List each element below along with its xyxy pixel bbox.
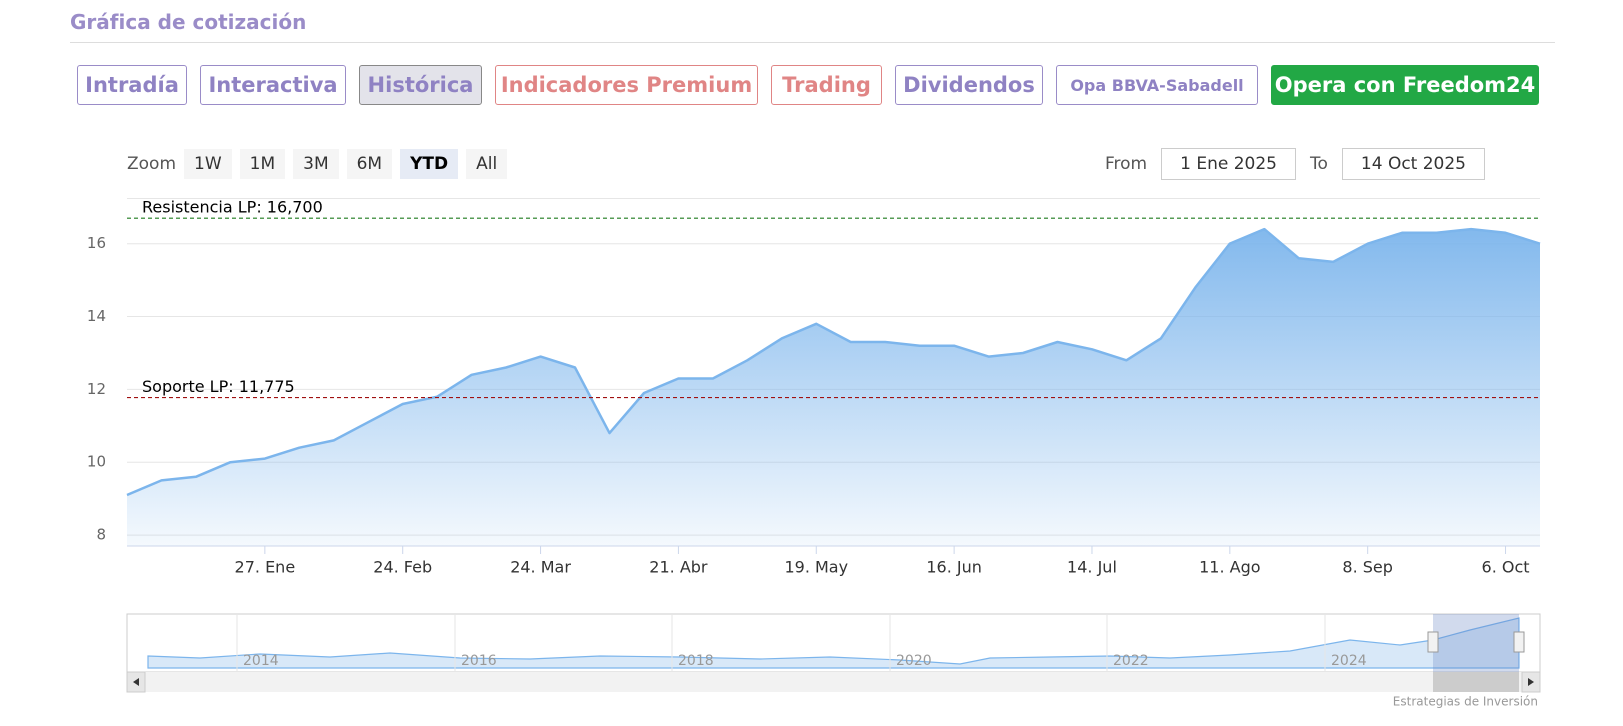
zoom-button[interactable]: 3M	[293, 149, 339, 179]
navigator-label: 2020	[896, 653, 932, 669]
tab[interactable]: Indicadores Premium	[495, 65, 758, 105]
scrollbar-thumb[interactable]	[1433, 672, 1519, 692]
to-label: To	[1310, 154, 1328, 174]
tab[interactable]: Opa BBVA-Sabadell	[1056, 65, 1258, 105]
price-line	[126, 227, 1541, 497]
credit: Estrategias de Inversión	[1393, 695, 1538, 709]
zoom-button[interactable]: YTD	[400, 149, 459, 179]
tab[interactable]: Histórica	[359, 65, 482, 105]
arrow-icon	[133, 678, 139, 686]
plot-line-label: Soporte LP: 11,775	[142, 377, 295, 396]
divider	[127, 198, 1540, 199]
tab-bar: Intradía Interactiva Histórica Indicadores …	[77, 65, 1539, 105]
x-tick-label: 19. May	[784, 558, 848, 577]
range-selector: From 1 Ene 2025 To 14 Oct 2025	[1105, 148, 1486, 180]
tab[interactable]: Intradía	[77, 65, 187, 105]
navigator-label: 2014	[243, 653, 279, 669]
navigator-series	[147, 617, 1520, 669]
y-tick-label: 16	[87, 234, 106, 252]
tab[interactable]: Opera con Freedom24	[1271, 65, 1539, 105]
y-tick-label: 12	[87, 380, 106, 398]
x-tick-label: 11. Ago	[1199, 558, 1260, 577]
x-tick-label: 24. Mar	[510, 558, 571, 577]
zoom-button[interactable]: 1M	[239, 149, 286, 179]
navigator-label: 2018	[678, 653, 714, 669]
zoom-button[interactable]: All	[466, 149, 508, 179]
x-tick-label: 24. Feb	[373, 558, 432, 577]
y-tick-label: 8	[96, 526, 106, 544]
plot-line-label: Resistencia LP: 16,700	[142, 198, 323, 217]
zoom-button[interactable]: 6M	[346, 149, 393, 179]
from-input[interactable]: 1 Ene 2025	[1161, 148, 1296, 180]
zoom-label: Zoom	[127, 154, 177, 174]
scrollbar-track[interactable]	[127, 672, 1540, 692]
zoom-button[interactable]: 1W	[184, 149, 232, 179]
x-tick-label: 8. Sep	[1342, 558, 1393, 577]
x-tick-label: 14. Jul	[1067, 558, 1117, 577]
zoom-bar: Zoom 1W 1M 3M 6M YTD All	[127, 149, 508, 179]
x-tick-label: 21. Abr	[649, 558, 708, 577]
y-tick-label: 14	[87, 307, 106, 325]
divider	[70, 42, 1555, 43]
navigator-label: 2016	[461, 653, 497, 669]
navigator-handle[interactable]	[1427, 631, 1439, 653]
arrow-icon	[1528, 678, 1534, 686]
to-input[interactable]: 14 Oct 2025	[1341, 148, 1486, 180]
tab[interactable]: Interactiva	[200, 65, 346, 105]
x-tick-label: 27. Ene	[235, 558, 296, 577]
tab[interactable]: Dividendos	[895, 65, 1043, 105]
section-title: Gráfica de cotización	[70, 10, 307, 34]
tab[interactable]: Trading	[771, 65, 882, 105]
navigator-mask[interactable]	[1433, 614, 1519, 672]
area-fill	[127, 229, 1540, 546]
navigator-label: 2024	[1331, 653, 1367, 669]
y-tick-label: 10	[87, 453, 106, 471]
x-tick-label: 6. Oct	[1482, 558, 1530, 577]
from-label: From	[1105, 154, 1148, 174]
navigator-handle[interactable]	[1513, 631, 1525, 653]
x-tick-label: 16. Jun	[926, 558, 982, 577]
navigator-label: 2022	[1113, 653, 1149, 669]
